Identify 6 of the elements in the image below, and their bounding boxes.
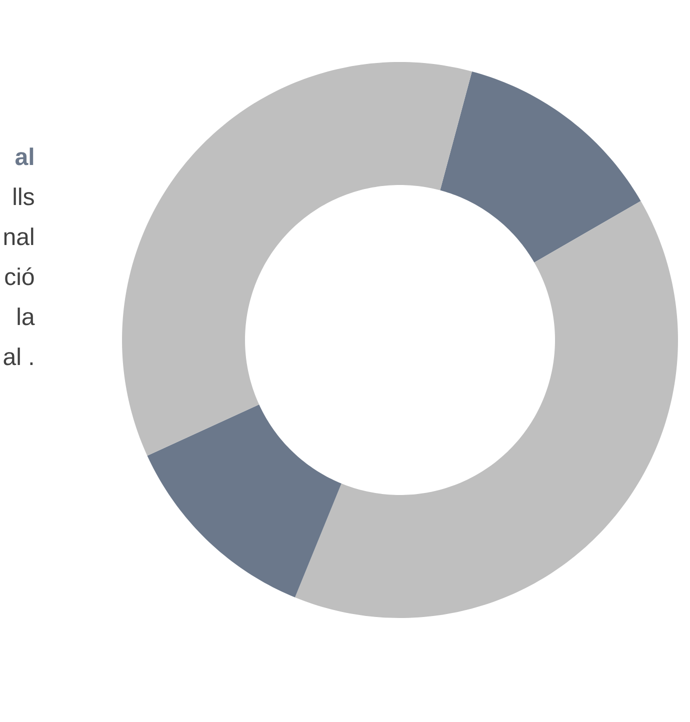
- text: nal: [4, 228, 34, 246]
- text: la: [18, 308, 35, 326]
- text: al .: [4, 348, 33, 366]
- text: lls: [14, 188, 34, 206]
- text: ció: [5, 267, 34, 286]
- text: al: [15, 148, 34, 166]
